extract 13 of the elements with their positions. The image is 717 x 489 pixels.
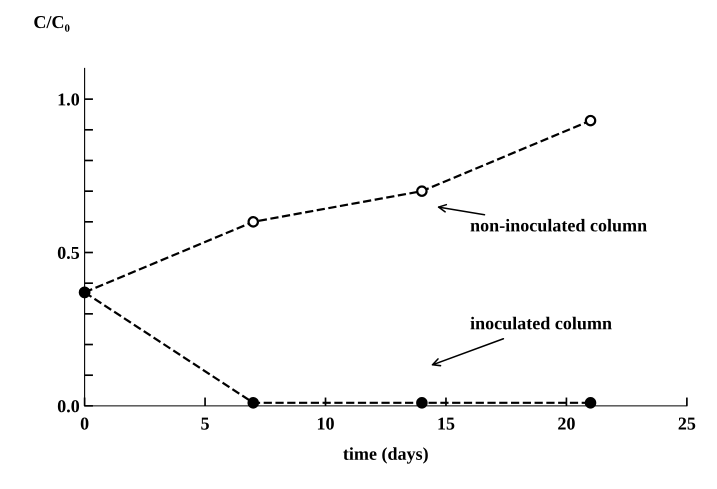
y-tick-label: 0.5 (58, 246, 80, 260)
y-tick-label: 1.0 (58, 93, 80, 106)
x-tick-label: 15 (438, 418, 454, 430)
annotation: non-inoculated column (470, 218, 647, 232)
x-tick-label: 5 (201, 418, 209, 430)
annotation: inoculated column (470, 316, 612, 330)
x-tick-label: 20 (558, 418, 575, 430)
x-tick-label: 0 (80, 418, 88, 430)
y-tick-label: 0.0 (58, 400, 80, 412)
x-axis-title: time (days) (343, 447, 428, 464)
y-axis-title: C/C₀ (34, 16, 70, 32)
x-tick-label: 25 (678, 418, 696, 430)
x-tick-label: 10 (318, 418, 334, 430)
